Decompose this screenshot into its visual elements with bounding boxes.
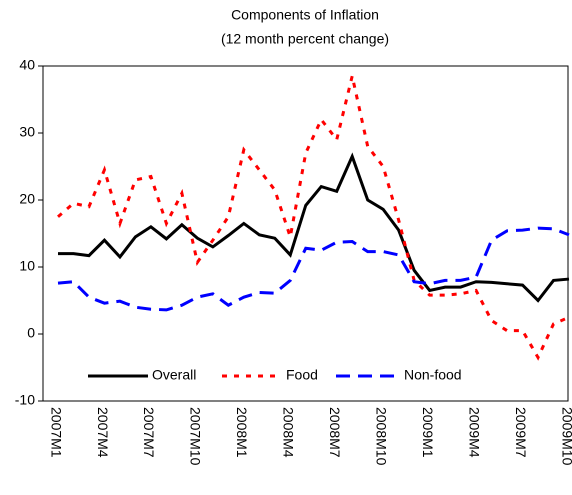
x-tick-label: 2008M1: [234, 407, 250, 458]
x-tick-label: 2007M10: [188, 407, 204, 466]
y-tick-label: 0: [27, 325, 35, 341]
chart-title: Components of Inflation: [231, 7, 379, 23]
legend-label: Food: [286, 367, 318, 383]
x-tick-label: 2007M7: [141, 407, 157, 458]
chart-subtitle: (12 month percent change): [221, 31, 389, 47]
x-tick-label: 2008M4: [281, 407, 297, 458]
y-tick-label: 30: [19, 124, 35, 140]
x-tick-label: 2007M1: [48, 407, 64, 458]
y-tick-label: -10: [15, 392, 35, 408]
x-tick-label: 2009M1: [420, 407, 436, 458]
plot-frame: [42, 65, 569, 402]
x-tick-label: 2009M4: [466, 407, 482, 458]
x-tick-label: 2007M4: [95, 407, 111, 458]
y-tick-label: 10: [19, 258, 35, 274]
x-tick-label: 2009M7: [513, 407, 529, 458]
series-line: [57, 75, 570, 361]
x-tick-label: 2009M10: [559, 407, 572, 466]
y-tick-label: 40: [19, 57, 35, 73]
legend-label: Non-food: [404, 367, 462, 383]
series-line: [57, 226, 570, 312]
y-tick-label: 20: [19, 191, 35, 207]
x-tick-label: 2008M7: [327, 407, 343, 458]
x-tick-label: 2008M10: [373, 407, 389, 466]
legend-label: Overall: [152, 367, 196, 383]
series-line: [58, 152, 570, 303]
